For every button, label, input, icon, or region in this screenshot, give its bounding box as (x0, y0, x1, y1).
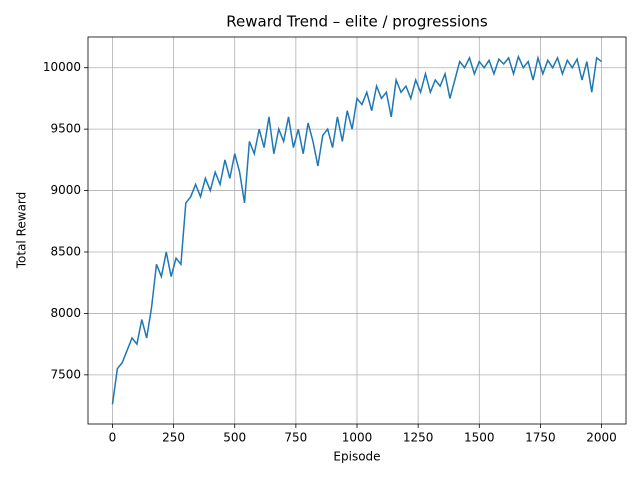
y-axis-label: Total Reward (15, 192, 29, 270)
x-tick-label: 750 (284, 431, 307, 445)
y-tick-label: 8000 (50, 306, 81, 320)
y-tick-label: 9500 (50, 122, 81, 136)
x-tick-label: 250 (162, 431, 185, 445)
y-tick-label: 9000 (50, 183, 81, 197)
chart-title: Reward Trend – elite / progressions (226, 13, 488, 31)
data-line (111, 54, 602, 405)
x-tick-label: 1000 (342, 431, 373, 445)
plot-frame (87, 36, 627, 425)
x-tick-label: 2000 (586, 431, 617, 445)
y-tick-label: 8500 (50, 245, 81, 259)
x-tick-label: 500 (223, 431, 246, 445)
x-axis-label: Episode (333, 450, 380, 464)
x-tick-label: 1250 (403, 431, 434, 445)
y-tick-label: 10000 (43, 60, 81, 74)
y-tick-label: 7500 (50, 367, 81, 381)
x-tick-label: 0 (109, 431, 117, 445)
x-tick-label: 1750 (525, 431, 556, 445)
x-tick-label: 1500 (464, 431, 495, 445)
